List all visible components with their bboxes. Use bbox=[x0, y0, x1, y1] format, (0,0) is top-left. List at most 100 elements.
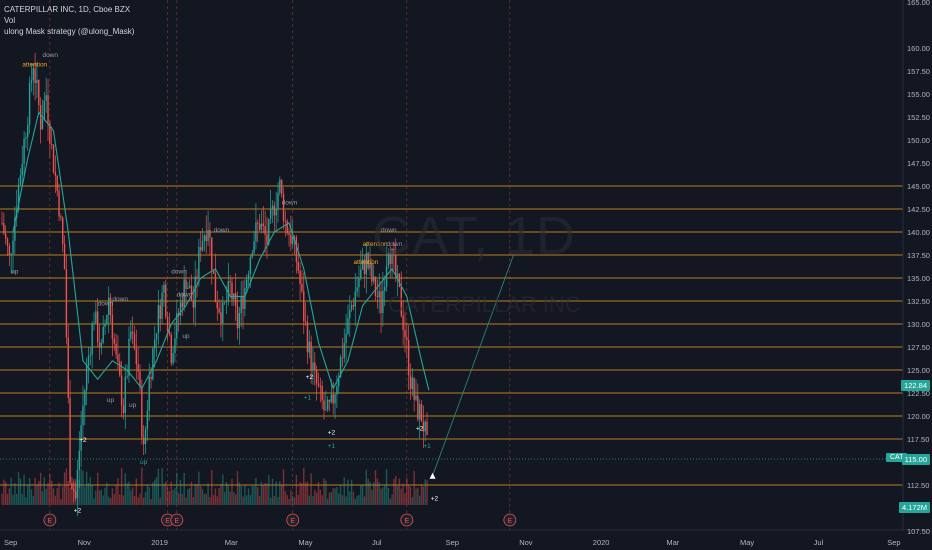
candle-body bbox=[78, 450, 80, 470]
volume-bar bbox=[139, 493, 141, 505]
candle-body bbox=[295, 237, 298, 262]
candle-body bbox=[418, 404, 421, 420]
volume-bar bbox=[82, 470, 84, 505]
candle-body bbox=[166, 316, 169, 332]
candle-body bbox=[372, 276, 375, 282]
volume-bar bbox=[372, 482, 375, 505]
volume-bar bbox=[185, 497, 187, 505]
candle-body bbox=[269, 209, 272, 219]
volume-bar bbox=[273, 496, 276, 505]
candle-body bbox=[165, 284, 167, 317]
candle-body bbox=[41, 118, 44, 130]
candle-body bbox=[120, 375, 123, 406]
candle-body bbox=[131, 331, 134, 334]
candle-body bbox=[201, 240, 204, 251]
candle-body bbox=[144, 429, 147, 445]
signal-label: up bbox=[140, 459, 148, 466]
earnings-icon bbox=[503, 513, 517, 527]
volume-bar bbox=[304, 482, 307, 505]
candle-body bbox=[271, 205, 274, 210]
candle-body bbox=[87, 356, 90, 366]
candle-body bbox=[93, 323, 95, 325]
candle-body bbox=[111, 315, 114, 339]
candle-body bbox=[317, 383, 320, 386]
candle-body bbox=[200, 247, 202, 251]
volume-bar bbox=[104, 487, 106, 505]
time-tick: Jul bbox=[814, 538, 824, 547]
signal-label: down bbox=[42, 52, 58, 59]
volume-bar bbox=[87, 483, 90, 505]
price-tick: 130.00 bbox=[907, 320, 930, 329]
volume-bar bbox=[187, 489, 189, 505]
candle-body bbox=[424, 421, 426, 432]
candle-body bbox=[345, 333, 347, 344]
candle-body bbox=[384, 287, 386, 291]
candle-body bbox=[62, 217, 64, 244]
candle-body bbox=[17, 184, 20, 210]
candle-body bbox=[32, 68, 34, 81]
volume-bar bbox=[89, 477, 92, 505]
volume-bar bbox=[225, 482, 228, 505]
volume-bar bbox=[360, 485, 362, 505]
price-tick: 125.00 bbox=[907, 366, 930, 375]
time-tick: Sep bbox=[4, 538, 17, 547]
candle-body bbox=[60, 216, 62, 218]
volume-bar bbox=[387, 487, 390, 505]
candle-body bbox=[365, 253, 368, 275]
candle-body bbox=[28, 82, 31, 125]
volume-bar bbox=[378, 482, 380, 505]
legend-symbol[interactable]: CATERPILLAR INC, 1D, Cboe BZX bbox=[4, 5, 131, 14]
volume-bar bbox=[222, 474, 224, 505]
price-tick: 160.00 bbox=[907, 44, 930, 53]
candle-body bbox=[304, 320, 307, 323]
earnings-label: E bbox=[165, 518, 170, 525]
volume-bar bbox=[188, 488, 191, 505]
volume-bar bbox=[108, 496, 110, 505]
price-tick: 112.50 bbox=[907, 481, 929, 490]
volume-bar bbox=[192, 497, 195, 505]
candle-body bbox=[170, 334, 172, 364]
volume-bar bbox=[28, 478, 31, 505]
candle-body bbox=[135, 348, 138, 365]
legend-strategy[interactable]: ulong Mask strategy (@ulong_Mask) bbox=[4, 27, 135, 36]
volume-bar bbox=[111, 488, 114, 505]
candle-body bbox=[56, 175, 58, 191]
volume-bar bbox=[32, 496, 34, 505]
volume-bar bbox=[293, 497, 296, 505]
earnings-icon bbox=[286, 513, 300, 527]
volume-bar bbox=[212, 494, 215, 505]
candle-body bbox=[168, 331, 171, 335]
price-tick: 137.50 bbox=[907, 251, 930, 260]
volume-bar bbox=[150, 498, 152, 505]
candle-body bbox=[214, 273, 217, 303]
volume-bar bbox=[168, 491, 171, 505]
candle-body bbox=[25, 137, 27, 139]
candle-body bbox=[332, 394, 334, 404]
volume-bar bbox=[95, 490, 97, 505]
legend-volume[interactable]: Vol bbox=[4, 16, 16, 25]
candle-body bbox=[161, 292, 163, 319]
volume-bar bbox=[58, 482, 60, 505]
volume-bar bbox=[233, 492, 235, 505]
volume-bar bbox=[242, 496, 244, 505]
candle-body bbox=[240, 296, 242, 314]
volume-bar bbox=[102, 495, 104, 505]
volume-bar bbox=[172, 489, 174, 505]
volume-bar bbox=[376, 478, 379, 505]
candle-body bbox=[234, 293, 237, 306]
signal-label: attention bbox=[363, 241, 388, 248]
volume-bar bbox=[130, 490, 132, 505]
volume-bar bbox=[426, 480, 428, 505]
volume-bar bbox=[177, 493, 180, 505]
signal-label: +2 bbox=[74, 508, 82, 515]
volume-bar bbox=[277, 496, 279, 505]
earnings-icon bbox=[43, 513, 57, 527]
volume-bar bbox=[384, 485, 386, 505]
candle-body bbox=[19, 175, 22, 185]
candle-body bbox=[238, 313, 241, 329]
volume-bar bbox=[325, 480, 327, 505]
candle-body bbox=[363, 259, 366, 275]
time-tick: Mar bbox=[225, 538, 238, 547]
candle-body bbox=[23, 138, 25, 164]
